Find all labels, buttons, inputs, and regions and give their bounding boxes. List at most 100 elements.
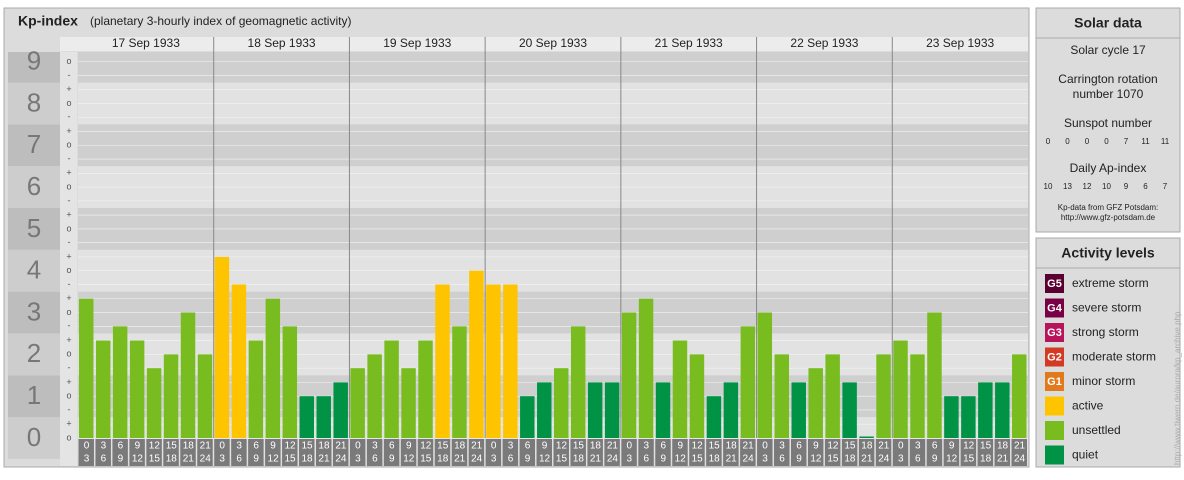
source: Kp-data from GFZ Potsdam: [1058, 203, 1158, 212]
y-minor-label: - [68, 153, 71, 163]
y-minor-label: o [66, 307, 71, 317]
y-tick-label: 7 [27, 129, 41, 159]
y-minor-label: - [68, 404, 71, 414]
date-label: 23 Sep 1933 [926, 36, 994, 50]
bar [401, 368, 416, 438]
y-tick-label: 8 [27, 87, 41, 117]
y-tick-label: 9 [27, 45, 41, 75]
hour-start: 15 [573, 441, 585, 452]
hour-end: 12 [946, 454, 958, 465]
hour-start: 12 [149, 441, 161, 452]
bar [299, 396, 314, 438]
hour-end: 21 [318, 454, 330, 465]
date-label: 17 Sep 1933 [112, 36, 180, 50]
hour-end: 12 [132, 454, 144, 465]
hour-start: 6 [389, 441, 395, 452]
band [78, 52, 1028, 83]
y-label-band [8, 124, 60, 167]
hour-box [231, 439, 247, 466]
sunspot-value: 11 [1141, 137, 1150, 146]
hour-start: 0 [355, 441, 361, 452]
bar [79, 298, 94, 438]
hour-end: 3 [898, 454, 904, 465]
y-minor-label: - [68, 70, 71, 80]
hour-box [146, 439, 162, 466]
hour-end: 6 [236, 454, 242, 465]
legend-name: quiet [1072, 448, 1099, 462]
hour-end: 12 [268, 454, 280, 465]
hour-box [265, 439, 281, 466]
ap-value: 10 [1102, 182, 1111, 191]
bar [435, 284, 450, 438]
sunspot-value: 11 [1161, 137, 1170, 146]
hour-start: 12 [284, 441, 296, 452]
chart-title: Kp-index [18, 13, 78, 29]
ap-value: 13 [1063, 182, 1072, 191]
hour-start: 21 [878, 441, 890, 452]
hour-start: 21 [1014, 441, 1026, 452]
legend-code: G3 [1047, 327, 1062, 339]
bar [163, 354, 179, 438]
legend-code: G2 [1047, 351, 1062, 363]
hour-end: 6 [372, 454, 378, 465]
hour-box [892, 439, 909, 466]
ap-value: 12 [1083, 182, 1092, 191]
hour-box [434, 439, 451, 466]
hour-start: 15 [166, 441, 178, 452]
sunspot-value: 0 [1065, 137, 1070, 146]
hour-box [451, 439, 468, 466]
legend-name: severe storm [1072, 301, 1141, 315]
hour-box [332, 439, 349, 466]
legend-name: moderate storm [1072, 350, 1156, 364]
bar [842, 382, 857, 438]
hour-end: 12 [810, 454, 822, 465]
hour-end: 24 [200, 454, 212, 465]
y-label-band [8, 333, 60, 376]
bar [927, 312, 942, 438]
hour-end: 6 [644, 454, 650, 465]
bar [520, 396, 535, 438]
bar [995, 382, 1010, 438]
legend-swatch [1045, 421, 1064, 440]
y-minor-label: + [66, 293, 71, 303]
hour-box [282, 439, 298, 466]
hour-box [587, 439, 603, 466]
hour-end: 21 [454, 454, 466, 465]
date-label: 19 Sep 1933 [383, 36, 451, 50]
solar-panel [1035, 7, 1181, 233]
hour-box [824, 439, 841, 466]
hour-start: 6 [796, 441, 802, 452]
bar [757, 312, 773, 438]
hour-end: 9 [932, 454, 938, 465]
bar [503, 284, 518, 438]
bar [808, 368, 823, 438]
bar [554, 368, 569, 438]
y-minor-label: o [66, 56, 71, 66]
y-tick-label: 5 [27, 213, 41, 243]
hour-start: 0 [898, 441, 904, 452]
hour-end: 18 [709, 454, 721, 465]
bar [316, 396, 331, 438]
bar [384, 340, 399, 438]
hour-box [163, 439, 179, 466]
hour-start: 18 [318, 441, 330, 452]
hour-end: 9 [389, 454, 395, 465]
hour-box [638, 439, 654, 466]
solar-title: Solar data [1074, 15, 1142, 31]
y-label-band [8, 82, 60, 125]
hour-end: 21 [590, 454, 602, 465]
hour-end: 15 [420, 454, 432, 465]
bar [486, 284, 501, 438]
bar [129, 340, 145, 438]
side-url: http://www.tiwern.de/aurora/kp_archive.p… [1173, 311, 1182, 465]
carrington: Carrington rotation number 1070 [1058, 72, 1158, 101]
bar [774, 354, 789, 438]
hour-end: 24 [1014, 454, 1026, 465]
y-minor-label: + [66, 126, 71, 136]
bar [367, 354, 382, 438]
hour-box [723, 439, 739, 466]
date-label: 20 Sep 1933 [519, 36, 587, 50]
legend-swatch [1045, 347, 1064, 367]
hour-box [621, 439, 637, 466]
bar [961, 396, 976, 438]
